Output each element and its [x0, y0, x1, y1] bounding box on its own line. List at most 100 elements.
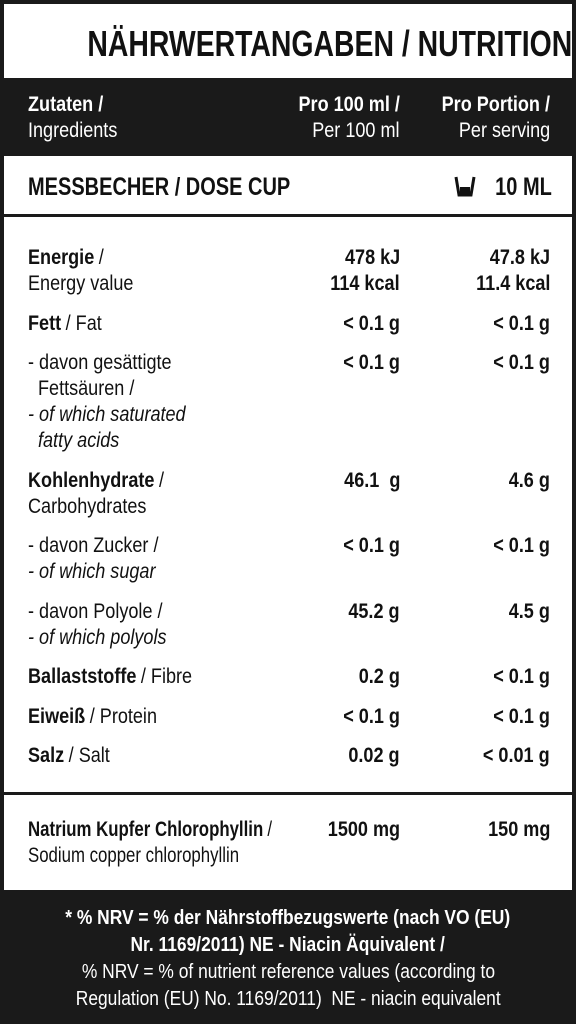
label-text: Carbohydrates	[28, 494, 147, 518]
dose-label-text: MESSBECHER / DOSE CUP	[28, 173, 291, 201]
text-line: 114 kcal	[319, 271, 400, 297]
label-text: Fettsäuren /	[38, 377, 135, 400]
text-line: Per 100 ml	[298, 118, 400, 144]
text-wrap: 11.4 kcal	[476, 271, 550, 297]
label-bold: Ballaststoffe	[28, 665, 137, 688]
value: 114 kcal	[330, 272, 400, 295]
text-line: 150 mg	[478, 817, 550, 843]
text-wrap: < 0.1 g	[343, 311, 400, 337]
text-line: Pro 100 ml /	[282, 92, 400, 118]
text-line: Kohlenhydrate /	[28, 468, 186, 494]
text-wrap: - of which sugar	[28, 559, 155, 585]
text-line: Salz / Salt	[28, 743, 123, 769]
value: 0.02 g	[348, 744, 400, 767]
text-line: < 0.1 g	[484, 533, 550, 559]
label-text: / Salt	[68, 744, 110, 767]
text-wrap: Per 100 ml	[313, 118, 400, 144]
text-line: Ballaststoffe / Fibre	[28, 664, 219, 690]
text-wrap: Eiweiß / Protein	[28, 704, 157, 730]
label-bold: Nr. 1169/2011) NE - Niacin Äquivalent /	[130, 934, 446, 956]
text-wrap: 0.2 g	[359, 664, 400, 690]
label-text: % NRV = % of nutrient reference values (…	[81, 961, 495, 983]
value: < 0.1 g	[343, 351, 400, 374]
label-text: / Fibre	[140, 665, 193, 688]
value: 46.1 g	[343, 468, 400, 492]
text-wrap: < 0.1 g	[343, 704, 400, 730]
text-line: 1500 mg	[316, 817, 400, 843]
label-text: - davon Zucker /	[28, 534, 159, 557]
text-line: < 0.01 g	[472, 743, 550, 769]
text-line: < 0.1 g	[334, 704, 400, 730]
label-bold: Zutaten /	[28, 93, 104, 116]
text-wrap: 1500 mg	[328, 817, 400, 843]
text-wrap: Fett / Fat	[28, 311, 102, 337]
value: 47.8 kJ	[489, 246, 550, 269]
text-line: Energie /	[28, 245, 116, 271]
text-line: - of which saturated	[28, 402, 211, 428]
text-wrap: Pro Portion /	[442, 92, 550, 118]
label-bold: * % NRV = % der Nährstoffbezugswerte (na…	[65, 907, 511, 929]
label-text: / Protein	[89, 704, 157, 728]
text-wrap: < 0.1 g	[493, 533, 550, 559]
footer-band	[4, 890, 572, 1020]
label-text: - davon Polyole /	[28, 599, 163, 623]
text-line: 4.5 g	[502, 599, 550, 625]
text-line: 478 kJ	[336, 245, 400, 271]
text-line: < 0.1 g	[484, 311, 550, 337]
text-wrap: < 0.01 g	[483, 743, 550, 769]
text-wrap: 0.02 g	[349, 743, 400, 769]
header-band	[4, 78, 572, 156]
label-text: - davon gesättigte	[28, 351, 172, 374]
text-line: < 0.1 g	[484, 350, 550, 376]
text-wrap: * % NRV = % der Nährstoffbezugswerte (na…	[66, 905, 511, 931]
text-line: Sodium copper chlorophyllin	[28, 843, 292, 869]
text-line: 47.8 kJ	[480, 245, 550, 271]
dose-value-text: 10 ML	[495, 173, 552, 201]
label-text: / Fat	[65, 311, 102, 335]
text-wrap: 4.6 g	[509, 468, 550, 494]
text-wrap: 4.5 g	[509, 599, 550, 625]
text-wrap: Ingredients	[28, 118, 117, 144]
text-line: - davon gesättigte	[28, 350, 195, 376]
label-text: /	[98, 246, 104, 269]
text-wrap: - davon Zucker /	[28, 533, 158, 559]
text-wrap: Kohlenhydrate /	[28, 468, 164, 494]
label-bold: Salz	[28, 744, 65, 767]
divider	[4, 792, 572, 795]
value: < 0.1 g	[493, 704, 550, 728]
value: 1500 mg	[327, 818, 400, 841]
value: < 0.1 g	[343, 311, 400, 335]
value: 11.4 kcal	[475, 272, 550, 295]
text-wrap: < 0.1 g	[343, 533, 400, 559]
text-wrap: Fettsäuren /	[38, 376, 134, 402]
text-wrap: 46.1 g	[344, 468, 400, 494]
text-line: Nr. 1169/2011) NE - Niacin Äquivalent /	[4, 932, 572, 958]
label-text: /	[267, 818, 273, 841]
cup-icon	[454, 176, 476, 197]
label-text: fatty acids	[38, 429, 120, 452]
label-bold: Kohlenhydrate	[28, 468, 155, 492]
text-line: Fettsäuren /	[38, 376, 150, 402]
value: < 0.1 g	[493, 351, 550, 374]
label-bold: Pro Portion /	[441, 93, 550, 116]
value: < 0.1 g	[493, 534, 550, 557]
value: < 0.1 g	[493, 311, 550, 335]
text-wrap: Energie /	[28, 245, 104, 271]
divider	[4, 214, 572, 217]
text-wrap: - davon Polyole /	[28, 599, 163, 625]
text-line: 11.4 kcal	[464, 271, 550, 297]
dose-label: MESSBECHER / DOSE CUP	[28, 172, 356, 202]
text-wrap: Nr. 1169/2011) NE - Niacin Äquivalent /	[131, 932, 445, 958]
text-line: Energy value	[28, 271, 151, 297]
dose-value: 10 ML	[481, 172, 552, 202]
value: 4.6 g	[508, 468, 550, 492]
label-bold: Fett	[28, 311, 62, 335]
text-line: < 0.1 g	[484, 664, 550, 690]
text-wrap: Zutaten /	[28, 92, 103, 118]
text-line: fatty acids	[38, 428, 133, 454]
text-wrap: < 0.1 g	[493, 664, 550, 690]
text-wrap: < 0.1 g	[493, 311, 550, 337]
text-wrap: < 0.1 g	[343, 350, 400, 376]
text-line: 45.2 g	[340, 599, 400, 625]
